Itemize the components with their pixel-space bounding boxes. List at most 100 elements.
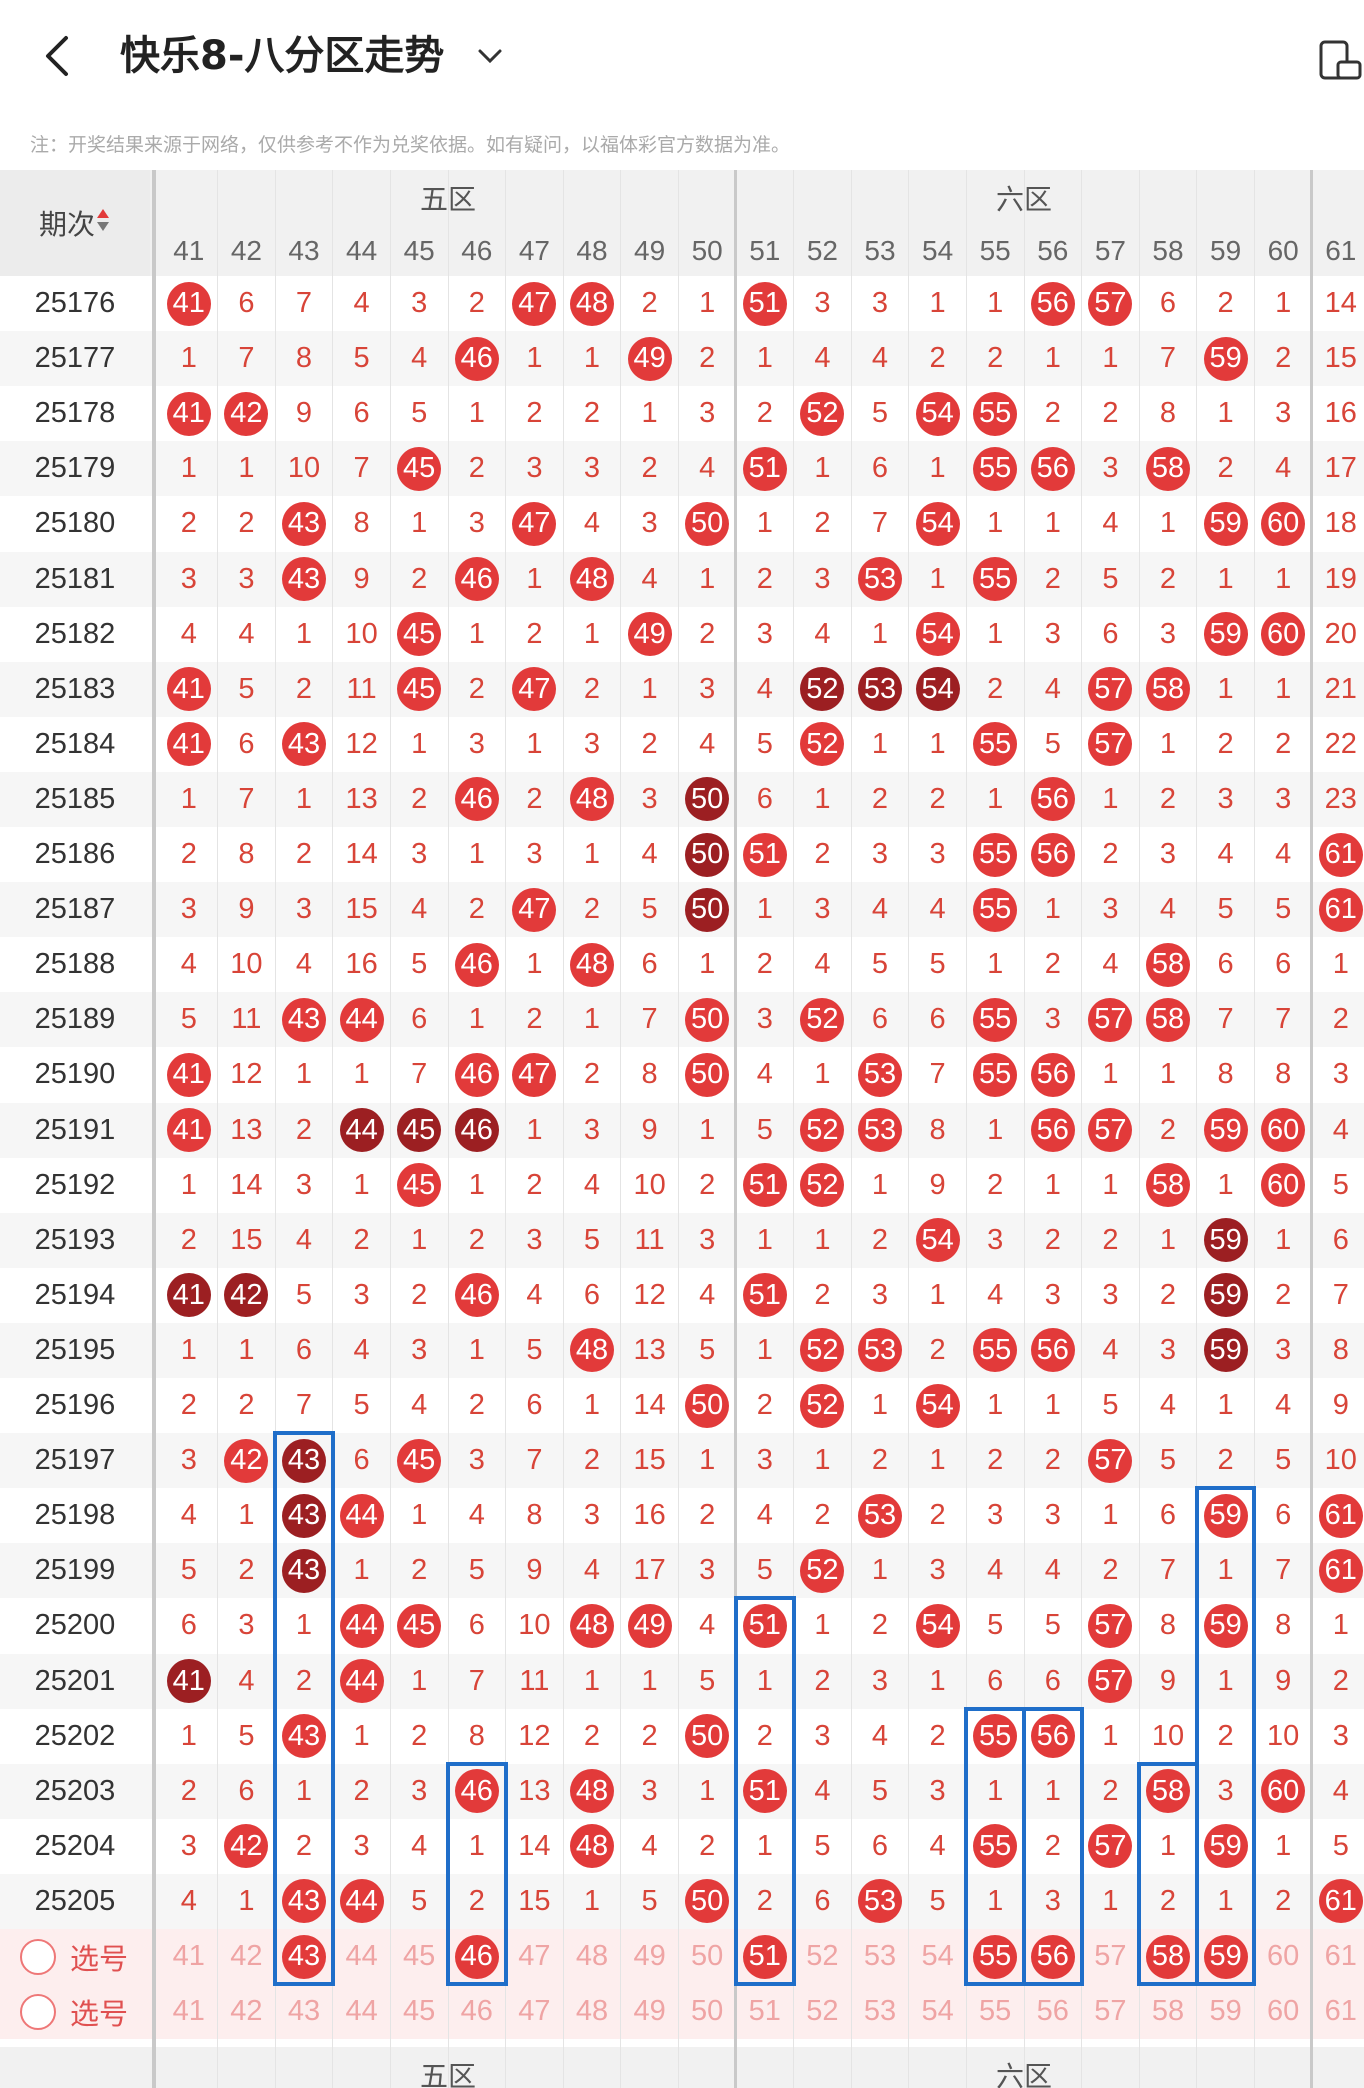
- select-cell[interactable]: 46: [448, 1929, 506, 1984]
- table-cell: 2: [1159, 782, 1177, 815]
- radio-circle-icon[interactable]: [20, 1938, 56, 1975]
- select-cell[interactable]: 61: [1324, 1995, 1357, 2028]
- select-cell[interactable]: 60: [1267, 1940, 1300, 1973]
- select-cell[interactable]: 42: [230, 1940, 263, 1973]
- select-cell[interactable]: 44: [345, 1995, 378, 2028]
- select-cell[interactable]: 58: [1151, 1995, 1185, 2028]
- drawn-number-ball: 51: [742, 1769, 787, 1814]
- drawn-number-ball: 53: [857, 1493, 902, 1538]
- select-cell[interactable]: 59: [1209, 1995, 1242, 2028]
- select-row-label[interactable]: 选号: [20, 1929, 128, 1984]
- table-cell: 6: [180, 1609, 197, 1642]
- chevron-down-icon[interactable]: [474, 40, 506, 72]
- period-number: 25195: [34, 1333, 116, 1366]
- radio-circle-icon[interactable]: [20, 1993, 56, 2030]
- select-cell[interactable]: 53: [863, 1995, 897, 2028]
- table-cell: 50: [678, 1047, 736, 1102]
- select-row-label[interactable]: 选号: [20, 1984, 128, 2039]
- table-cell: 2: [929, 782, 946, 815]
- select-cell[interactable]: 49: [633, 1940, 666, 1973]
- select-cell[interactable]: 52: [806, 1940, 839, 1973]
- sort-arrows-icon[interactable]: [95, 206, 111, 241]
- table-cell: 1: [814, 1223, 831, 1256]
- column-divider: [389, 170, 391, 2088]
- table-cell: 6: [353, 397, 370, 430]
- period-header[interactable]: 期次: [0, 170, 150, 276]
- select-cell[interactable]: 57: [1094, 1995, 1127, 2028]
- select-cell[interactable]: 49: [633, 1995, 666, 2028]
- back-arrow-icon[interactable]: [38, 30, 78, 82]
- table-cell: 3: [756, 617, 773, 650]
- table-cell: 1: [526, 727, 543, 760]
- table-cell: 1: [295, 1609, 313, 1642]
- table-row: [0, 1212, 1364, 1268]
- table-cell: 6: [238, 1774, 255, 1807]
- table-cell: 53: [851, 552, 909, 607]
- table-cell: 44: [333, 1488, 391, 1543]
- selected-number-ball[interactable]: 58: [1145, 1934, 1190, 1979]
- drawn-number-ball: 42: [224, 391, 269, 436]
- table-cell: 11: [346, 672, 377, 705]
- select-cell[interactable]: 51: [748, 1995, 781, 2028]
- select-cell[interactable]: 54: [921, 1995, 954, 2028]
- selected-number-ball[interactable]: 59: [1203, 1934, 1248, 1979]
- table-row: [0, 551, 1364, 607]
- select-cell[interactable]: 42: [230, 1995, 263, 2028]
- select-cell[interactable]: 41: [172, 1995, 205, 2028]
- selected-number-ball[interactable]: 43: [281, 1934, 326, 1979]
- select-cell[interactable]: 47: [518, 1995, 551, 2028]
- table-cell: 3: [295, 1168, 313, 1201]
- select-cell[interactable]: 56: [1024, 1929, 1082, 1984]
- select-cell[interactable]: 51: [736, 1929, 794, 1984]
- select-cell[interactable]: 55: [979, 1995, 1012, 2028]
- select-cell[interactable]: 59: [1197, 1929, 1255, 1984]
- select-cell[interactable]: 52: [806, 1995, 839, 2028]
- selected-number-ball[interactable]: 55: [973, 1934, 1018, 1979]
- select-cell[interactable]: 55: [966, 1929, 1024, 1984]
- select-cell[interactable]: 45: [403, 1940, 436, 1973]
- select-cell[interactable]: 48: [575, 1940, 609, 1973]
- table-cell: 5: [583, 1223, 601, 1256]
- table-cell: 46: [448, 1047, 506, 1102]
- selected-number-ball[interactable]: 46: [454, 1934, 499, 1979]
- selected-number-ball[interactable]: 51: [742, 1934, 787, 1979]
- selected-number-ball[interactable]: 56: [1030, 1934, 1075, 1979]
- select-cell[interactable]: 46: [460, 1995, 493, 2028]
- select-cell[interactable]: 43: [275, 1929, 333, 1984]
- table-cell: 15: [633, 1444, 666, 1477]
- select-cell[interactable]: 57: [1094, 1940, 1127, 1973]
- table-cell: 6: [1217, 948, 1234, 981]
- select-cell[interactable]: 60: [1267, 1995, 1300, 2028]
- select-cell[interactable]: 43: [287, 1995, 321, 2028]
- table-cell: 7: [526, 1444, 543, 1477]
- column-divider: [677, 170, 679, 2088]
- table-cell: 59: [1197, 607, 1255, 662]
- table-cell: 1: [1102, 782, 1119, 815]
- select-cell[interactable]: 56: [1036, 1995, 1069, 2028]
- select-cell[interactable]: 47: [518, 1940, 551, 1973]
- table-cell: 10: [287, 452, 321, 485]
- column-divider: [620, 170, 622, 2088]
- select-cell[interactable]: 50: [691, 1940, 724, 1973]
- table-cell: 6: [1102, 617, 1119, 650]
- table-row: [0, 1763, 1364, 1819]
- table-cell: 1: [1044, 1168, 1061, 1201]
- select-cell[interactable]: 53: [863, 1940, 897, 1973]
- drawn-number-ball: 50: [685, 997, 730, 1042]
- select-cell[interactable]: 54: [921, 1940, 954, 1973]
- select-cell[interactable]: 50: [691, 1995, 724, 2028]
- device-switch-icon[interactable]: [1318, 38, 1364, 82]
- table-cell: 1: [1044, 1389, 1061, 1422]
- table-cell: 1: [526, 1113, 543, 1146]
- table-row: [0, 661, 1364, 717]
- select-cell[interactable]: 41: [172, 1940, 205, 1973]
- select-cell[interactable]: 48: [575, 1995, 609, 2028]
- table-cell: 2: [699, 1168, 716, 1201]
- select-cell[interactable]: 61: [1324, 1940, 1357, 1973]
- select-cell[interactable]: 45: [403, 1995, 436, 2028]
- table-cell: 20: [1324, 617, 1357, 650]
- column-divider: [908, 170, 910, 2088]
- table-cell: 2: [1102, 1774, 1119, 1807]
- select-cell[interactable]: 58: [1139, 1929, 1197, 1984]
- select-cell[interactable]: 44: [345, 1940, 378, 1973]
